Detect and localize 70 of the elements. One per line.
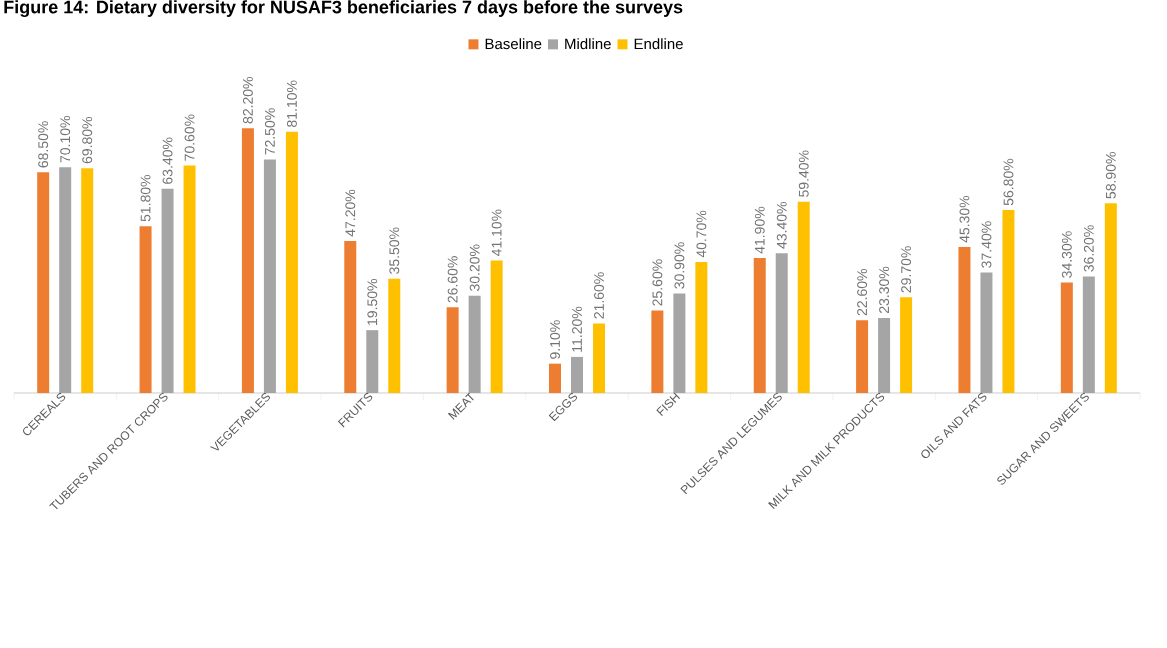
bar xyxy=(980,272,993,393)
bar xyxy=(139,226,152,393)
bar xyxy=(344,240,357,393)
data-label: 37.40% xyxy=(981,221,992,268)
bar xyxy=(549,363,562,393)
data-label: 51.80% xyxy=(140,174,151,222)
bar xyxy=(593,323,606,393)
data-label: 68.50% xyxy=(38,121,49,168)
bar xyxy=(878,317,891,393)
data-label: 19.50% xyxy=(367,278,378,325)
data-label: 43.40% xyxy=(776,202,787,249)
data-label: 21.60% xyxy=(594,272,604,319)
bar xyxy=(1060,282,1073,393)
data-label: 81.10% xyxy=(286,80,297,127)
bar xyxy=(81,168,94,393)
bar xyxy=(673,293,686,393)
data-label: 26.60% xyxy=(447,256,458,303)
bar xyxy=(263,159,276,393)
bar xyxy=(571,356,584,393)
data-label: 40.70% xyxy=(696,210,707,258)
bar xyxy=(651,310,664,393)
data-label: 23.30% xyxy=(879,266,890,314)
data-label: 41.90% xyxy=(754,206,765,254)
bar xyxy=(1104,203,1117,393)
data-label: 30.20% xyxy=(469,244,480,291)
data-label: 70.60% xyxy=(184,114,195,161)
bar xyxy=(37,172,50,393)
data-label: 35.50% xyxy=(389,227,400,274)
bar xyxy=(753,258,766,393)
data-label: 63.40% xyxy=(162,137,173,184)
data-label: 29.70% xyxy=(901,246,912,293)
data-label: 82.20% xyxy=(242,77,253,124)
bar xyxy=(900,297,913,393)
data-label: 34.30% xyxy=(1061,231,1072,278)
data-label: 9.10% xyxy=(550,320,560,359)
bar xyxy=(490,260,503,393)
bar xyxy=(797,201,810,393)
bar xyxy=(446,307,459,393)
bar xyxy=(59,167,72,393)
bar xyxy=(856,320,869,393)
data-label: 59.40% xyxy=(798,150,809,197)
bar xyxy=(241,128,254,393)
data-label: 45.30% xyxy=(959,195,970,243)
data-label: 25.60% xyxy=(652,259,663,306)
data-label: 11.20% xyxy=(572,306,582,352)
bar xyxy=(161,188,174,393)
bar xyxy=(388,278,401,393)
bar xyxy=(775,253,788,393)
bar xyxy=(366,330,379,393)
bar xyxy=(285,131,298,393)
bar xyxy=(468,295,481,393)
data-label: 41.10% xyxy=(491,209,502,257)
legend-label: Midline xyxy=(565,38,611,50)
data-label: 70.10% xyxy=(60,116,71,163)
data-label: 72.50% xyxy=(264,108,275,155)
bar xyxy=(183,165,196,393)
data-label: 58.90% xyxy=(1105,152,1116,199)
data-label: 30.90% xyxy=(674,242,685,289)
bar xyxy=(1082,276,1095,393)
chart-title: Figure 14: Dietary diversity for NUSAF3 beneficiaries 7 days before the surveys xyxy=(4,0,683,18)
data-label: 56.80% xyxy=(1003,158,1014,206)
data-label: 47.20% xyxy=(345,189,356,237)
bar xyxy=(958,247,971,393)
legend-label: Baseline xyxy=(485,38,542,50)
data-label: 36.20% xyxy=(1083,225,1094,272)
data-label: 22.60% xyxy=(857,269,868,316)
legend-label: Endline xyxy=(634,38,683,50)
data-label: 69.80% xyxy=(82,116,93,164)
bar xyxy=(1002,210,1015,393)
bar xyxy=(695,261,708,393)
